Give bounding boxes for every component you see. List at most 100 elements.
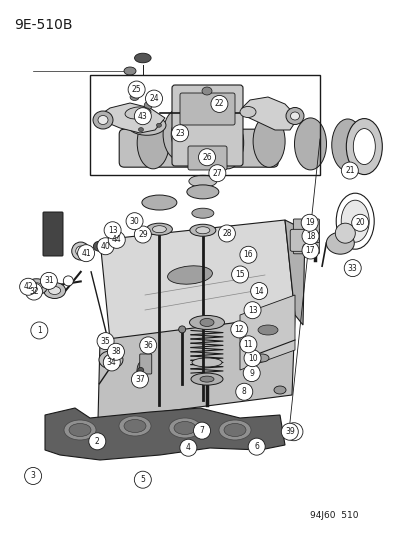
Ellipse shape — [346, 118, 381, 175]
FancyBboxPatch shape — [290, 229, 313, 252]
Circle shape — [139, 337, 157, 354]
Circle shape — [128, 81, 145, 98]
Ellipse shape — [202, 87, 211, 95]
FancyBboxPatch shape — [293, 219, 318, 233]
Text: 33: 33 — [347, 264, 357, 272]
Ellipse shape — [128, 115, 166, 135]
Text: 27: 27 — [212, 169, 222, 177]
Ellipse shape — [273, 386, 285, 394]
Text: 30: 30 — [129, 217, 139, 225]
Text: 9: 9 — [249, 369, 254, 377]
Text: 3: 3 — [31, 472, 36, 480]
Text: 43: 43 — [138, 112, 147, 120]
Text: 44: 44 — [112, 236, 121, 244]
Ellipse shape — [302, 244, 309, 250]
FancyBboxPatch shape — [293, 240, 318, 254]
Ellipse shape — [199, 376, 214, 382]
Ellipse shape — [169, 418, 201, 438]
Ellipse shape — [93, 241, 105, 251]
Ellipse shape — [137, 117, 169, 169]
Text: 28: 28 — [222, 229, 231, 238]
FancyBboxPatch shape — [188, 146, 226, 170]
Polygon shape — [284, 220, 304, 325]
Ellipse shape — [178, 326, 185, 333]
Text: 8: 8 — [241, 387, 246, 396]
Circle shape — [243, 350, 261, 367]
Circle shape — [284, 423, 302, 441]
Text: 21: 21 — [344, 166, 354, 175]
Circle shape — [179, 439, 197, 456]
Circle shape — [235, 383, 252, 400]
Ellipse shape — [302, 223, 309, 229]
Text: 42: 42 — [23, 282, 33, 291]
Circle shape — [31, 322, 48, 339]
Circle shape — [242, 365, 260, 382]
Text: 13: 13 — [107, 226, 117, 235]
Ellipse shape — [199, 318, 214, 326]
Text: 32: 32 — [29, 287, 39, 296]
Text: 18: 18 — [305, 232, 314, 240]
Ellipse shape — [190, 373, 223, 385]
Circle shape — [210, 95, 228, 112]
Text: 14: 14 — [254, 287, 263, 295]
Ellipse shape — [144, 101, 152, 110]
Circle shape — [239, 336, 256, 353]
Text: 11: 11 — [243, 340, 252, 349]
Text: 36: 36 — [143, 341, 153, 350]
Circle shape — [198, 149, 215, 166]
Polygon shape — [98, 315, 294, 420]
Text: 5: 5 — [140, 475, 145, 484]
Ellipse shape — [190, 224, 215, 236]
Circle shape — [103, 354, 120, 371]
Text: 19: 19 — [304, 219, 314, 227]
Ellipse shape — [156, 123, 161, 127]
Text: 24: 24 — [149, 94, 159, 103]
Ellipse shape — [130, 93, 139, 101]
Text: 22: 22 — [214, 100, 223, 108]
Ellipse shape — [240, 107, 255, 117]
Ellipse shape — [302, 232, 309, 239]
Polygon shape — [242, 97, 297, 130]
Ellipse shape — [49, 286, 60, 295]
Ellipse shape — [119, 416, 151, 436]
Text: 34: 34 — [107, 358, 116, 367]
Circle shape — [301, 228, 318, 245]
Circle shape — [250, 282, 267, 300]
Text: 12: 12 — [234, 325, 243, 334]
Circle shape — [239, 246, 256, 263]
Ellipse shape — [189, 316, 224, 329]
Circle shape — [218, 225, 235, 242]
Ellipse shape — [76, 246, 85, 256]
Text: 4: 4 — [185, 443, 190, 452]
Circle shape — [134, 226, 151, 243]
Circle shape — [88, 433, 106, 450]
Circle shape — [104, 222, 121, 239]
Text: 39: 39 — [284, 427, 294, 436]
Ellipse shape — [71, 242, 90, 260]
Text: 39: 39 — [289, 429, 298, 435]
Circle shape — [243, 302, 261, 319]
Ellipse shape — [142, 195, 176, 210]
Circle shape — [131, 371, 148, 388]
Ellipse shape — [171, 119, 189, 149]
Ellipse shape — [136, 362, 145, 384]
Circle shape — [40, 272, 57, 289]
Ellipse shape — [108, 234, 119, 244]
Ellipse shape — [63, 276, 73, 286]
Ellipse shape — [331, 119, 363, 171]
Ellipse shape — [25, 279, 47, 295]
Ellipse shape — [125, 107, 151, 119]
Ellipse shape — [98, 334, 107, 343]
Ellipse shape — [252, 115, 285, 167]
Circle shape — [108, 231, 125, 248]
Polygon shape — [240, 295, 294, 370]
Ellipse shape — [137, 120, 157, 130]
Ellipse shape — [146, 223, 172, 235]
Ellipse shape — [340, 200, 368, 242]
Text: 6: 6 — [254, 442, 259, 451]
Text: 41: 41 — [81, 249, 91, 257]
Circle shape — [171, 125, 188, 142]
Text: 94J60  510: 94J60 510 — [309, 511, 358, 520]
Circle shape — [134, 471, 151, 488]
Circle shape — [19, 278, 37, 295]
